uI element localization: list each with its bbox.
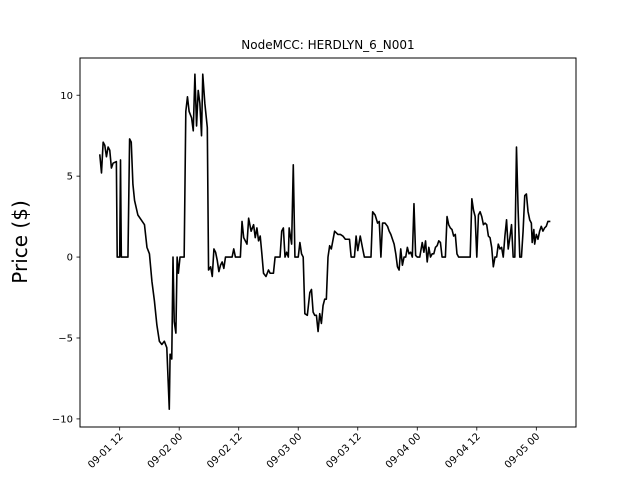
y-tick-label: −10: [52, 415, 73, 426]
plot-area-frame: [79, 57, 577, 428]
chart-title: NodeMCC: HERDLYN_6_N001: [241, 38, 414, 52]
y-tick-label: 0: [67, 253, 73, 264]
price-series-line: [98, 73, 551, 410]
y-axis-label: Price ($): [8, 200, 32, 283]
y-tick-label: 5: [67, 172, 73, 183]
y-tick-label: −5: [58, 334, 73, 345]
y-tick-label: 10: [60, 91, 73, 102]
series-layer: [98, 73, 551, 410]
y-axis-ticks: −10 −5 0 5 10: [52, 91, 80, 426]
